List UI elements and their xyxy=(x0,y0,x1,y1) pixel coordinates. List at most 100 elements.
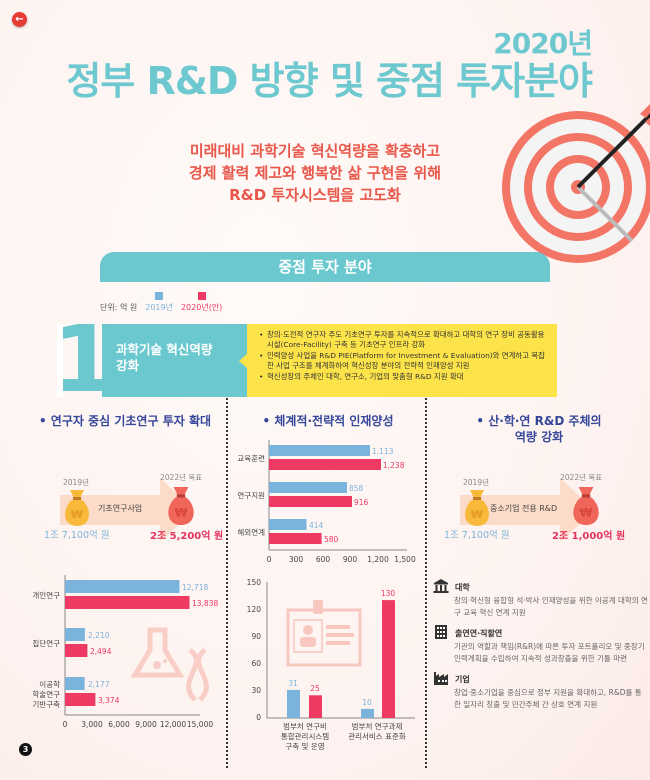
col3-title-line-1: • 산·학·연 R&D 주체의 xyxy=(476,414,602,428)
from-year: 2019년 xyxy=(63,478,89,487)
arrow-label: 기초연구사업 xyxy=(98,504,143,513)
svg-text:1,200: 1,200 xyxy=(367,555,389,564)
svg-text:580: 580 xyxy=(324,535,339,544)
svg-text:2,494: 2,494 xyxy=(90,647,112,656)
svg-text:2,177: 2,177 xyxy=(88,680,110,689)
col3-title-line-2: 역량 강화 xyxy=(514,430,564,444)
university-icon xyxy=(433,579,449,593)
info-item-institute: 출연연·직할연 xyxy=(433,624,648,639)
subtitle-line-1: 미래대비 과학기술 혁신역량을 확충하고 xyxy=(189,142,441,160)
svg-text:90: 90 xyxy=(251,632,261,641)
svg-text:₩: ₩ xyxy=(71,508,83,521)
svg-text:120: 120 xyxy=(247,605,262,614)
svg-text:이공학: 이공학 xyxy=(39,679,60,689)
svg-text:25: 25 xyxy=(310,684,320,693)
legend-item-2019: 2019년 xyxy=(145,292,173,313)
legend-item-2020: 2020년(안) xyxy=(181,292,222,313)
svg-text:3,374: 3,374 xyxy=(98,696,120,705)
id-card-icon xyxy=(286,600,362,667)
svg-text:6,000: 6,000 xyxy=(108,720,130,729)
svg-text:개인연구: 개인연구 xyxy=(32,590,60,600)
target-icon xyxy=(502,104,650,263)
from-year: 2019년 xyxy=(463,478,489,487)
svg-text:30: 30 xyxy=(251,686,261,695)
growth-arrow-icon xyxy=(460,478,595,540)
to-amount: 2조 5,200억 원 xyxy=(150,531,224,542)
svg-text:교육훈련: 교육훈련 xyxy=(237,453,265,463)
factory-icon xyxy=(434,672,448,685)
talent-chart: 1,113 1,238 858 916 414 580 교육훈련 연구지원 해외… xyxy=(237,440,416,564)
svg-text:1,238: 1,238 xyxy=(383,461,405,470)
page-number: 3 xyxy=(19,743,32,756)
money-bag-icon: ₩ xyxy=(573,486,599,526)
info-item-company: 기업 xyxy=(433,670,648,685)
svg-text:13,838: 13,838 xyxy=(192,599,218,608)
column-divider xyxy=(425,398,427,768)
svg-text:해외연계: 해외연계 xyxy=(237,527,265,537)
bullet-item: 혁신성장의 주체인 대학, 연구소, 기업의 맞춤형 R&D 지원 확대 xyxy=(259,372,551,382)
svg-text:3,000: 3,000 xyxy=(81,720,103,729)
svg-text:900: 900 xyxy=(343,555,358,564)
to-amount: 2조 1,000억 원 xyxy=(552,531,626,542)
subtitle-line-2: 경제 활력 제고와 행복한 삶 구현을 위해 xyxy=(188,164,442,182)
svg-text:300: 300 xyxy=(289,555,304,564)
subtitle: 미래대비 과학기술 혁신역량을 확충하고 경제 활력 제고와 행복한 삶 구현을… xyxy=(150,140,480,206)
unit-label: 단위: 억 원 xyxy=(100,303,138,312)
bullet-item: 창의·도전적 연구자 주도 기초연구 투자를 지속적으로 확대하고 대학의 연구… xyxy=(259,330,551,350)
svg-text:858: 858 xyxy=(349,484,364,493)
chart-legend: 단위: 억 원 2019년 2020년(안) xyxy=(100,292,222,313)
svg-text:₩: ₩ xyxy=(580,506,593,520)
svg-text:₩: ₩ xyxy=(471,508,483,521)
svg-text:범부처 연구과제: 범부처 연구과제 xyxy=(352,721,403,731)
svg-text:10: 10 xyxy=(362,698,372,707)
title-year: 2020년 xyxy=(493,27,593,60)
section-title-box: 과학기술 혁신역량 강화 xyxy=(57,324,247,397)
info-text: 창업·중소기업을 중심으로 정부 지원을 확대하고, R&D를 통한 일자리 창… xyxy=(454,688,642,709)
svg-text:연구지원: 연구지원 xyxy=(237,491,265,500)
section-title-line-1: 과학기술 혁신역량 xyxy=(116,342,213,357)
legend-swatch xyxy=(155,292,164,300)
system-chart: 31 25 10 130 0 30 60 90 120 150 범부처 연구비 … xyxy=(247,578,415,751)
bullet-item: 인력양성 사업을 R&D PIE(Platform for Investment… xyxy=(259,351,551,371)
from-amount: 1조 7,100억 원 xyxy=(44,530,110,541)
svg-text:집단연구: 집단연구 xyxy=(32,638,60,648)
svg-text:9,000: 9,000 xyxy=(135,720,157,729)
svg-text:0: 0 xyxy=(256,713,261,722)
svg-text:구축 및 운영: 구축 및 운영 xyxy=(285,741,324,751)
from-amount: 1조 7,100억 원 xyxy=(444,530,510,541)
svg-text:학술연구: 학술연구 xyxy=(32,689,60,699)
money-bag-icon: ₩ xyxy=(65,490,89,526)
legend-swatch xyxy=(197,292,206,300)
svg-text:600: 600 xyxy=(316,555,331,564)
svg-text:통합관리시스템: 통합관리시스템 xyxy=(281,731,329,741)
svg-text:2,210: 2,210 xyxy=(88,631,110,640)
col1-title: • 연구자 중심 기초연구 투자 확대 xyxy=(38,414,212,428)
to-year: 2022년 목표 xyxy=(160,473,203,482)
column-divider xyxy=(226,398,228,768)
info-list: 대학 창의·혁신형 융합형 석·박사 인재양성을 위한 이공계 대학의 연구 교… xyxy=(433,578,648,711)
svg-text:₩: ₩ xyxy=(175,506,188,520)
svg-text:414: 414 xyxy=(309,521,324,530)
svg-text:130: 130 xyxy=(381,589,396,598)
arrow-left-icon: ← xyxy=(15,14,24,25)
svg-text:1,113: 1,113 xyxy=(372,447,394,456)
arrow-label: 중소기업 전용 R&D xyxy=(490,504,558,513)
svg-text:60: 60 xyxy=(251,659,261,668)
info-text: 기관의 역할과 책임(R&R)에 따른 투자 포트폴리오 및 중장기 인력계획을… xyxy=(454,642,645,663)
svg-text:범부처 연구비: 범부처 연구비 xyxy=(283,721,327,731)
growth-arrow-icon xyxy=(60,478,195,540)
page-title: 정부 R&D 방향 및 중점 투자분야 xyxy=(66,59,593,103)
svg-text:31: 31 xyxy=(288,679,298,688)
svg-text:0: 0 xyxy=(267,555,272,564)
svg-text:0: 0 xyxy=(63,720,68,729)
flask-icon xyxy=(130,627,185,678)
info-item-university: 대학 xyxy=(433,578,648,593)
section-title-line-2: 강화 xyxy=(116,358,140,373)
svg-text:관리서비스 표준화: 관리서비스 표준화 xyxy=(348,731,406,741)
svg-text:기반구축: 기반구축 xyxy=(32,700,60,709)
col3-title: • 산·학·연 R&D 주체의 역량 강화 xyxy=(428,413,650,445)
svg-text:916: 916 xyxy=(354,498,369,507)
back-button[interactable]: ← xyxy=(12,12,27,27)
svg-text:12,718: 12,718 xyxy=(182,583,208,592)
dna-icon xyxy=(186,648,209,702)
